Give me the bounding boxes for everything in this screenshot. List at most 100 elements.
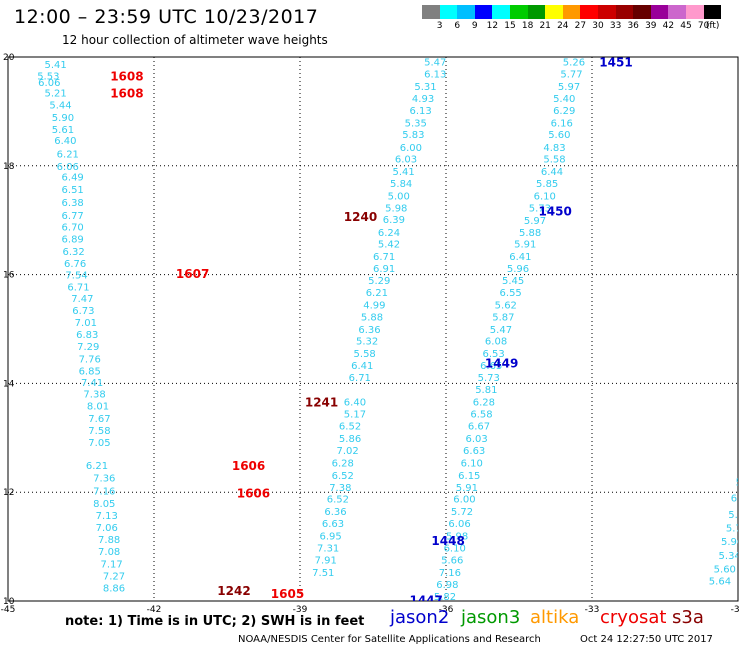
footer-timestamp: Oct 24 12:27:50 UTC 2017 [580,634,713,645]
wave-height-point: 6.85 [79,366,101,377]
wave-height-point: 6.49 [62,173,84,184]
wave-height-point: 7.51 [312,568,334,579]
wave-height-point: 5.97 [558,82,580,93]
color-scale-cell [439,5,458,19]
track-points-group: 5.415.536.065.215.445.905.616.406.216.06… [37,55,740,601]
wave-height-point: 5.97 [524,216,546,227]
wave-height-point: 6.89 [62,235,84,246]
wave-height-point: 6.21 [366,288,388,299]
wave-height-point: 5.87 [492,312,514,323]
color-scale-cell [509,5,528,19]
y-tick-label: 16 [3,271,15,281]
pass-number-label: 1606 [232,459,265,473]
wave-height-point: 6.98 [436,580,458,591]
wave-height-point: 5.77 [560,69,582,80]
color-scale-cell [597,5,616,19]
wave-height-point: 5.44 [49,100,71,111]
page-subtitle: 12 hour collection of altimeter wave hei… [62,33,328,47]
wave-height-point: 6.71 [349,373,371,384]
color-scale-label: 36 [627,21,639,31]
color-scale-label: 27 [574,21,587,31]
wave-height-point: 6.06 [38,78,60,89]
color-scale-cell [580,5,598,19]
page-title: 12:00 – 23:59 UTC 10/23/2017 [14,6,319,28]
wave-height-point: 6.16 [551,118,573,129]
wave-height-point: 5.60 [714,564,736,575]
color-scale-label: 21 [539,21,551,31]
wave-height-point: 5.96 [507,264,529,275]
wave-height-point: 5.42 [378,240,400,251]
color-scale-cell [668,5,686,19]
x-tick-label: -45 [1,605,16,615]
wave-height-point: 7.54 [65,271,87,282]
y-tick-label: 12 [3,488,14,498]
wave-height-point: 6.38 [62,198,84,209]
color-scale-label: 39 [645,21,657,31]
color-scale-label: (ft) [705,21,720,31]
color-scale-label: 18 [521,21,534,31]
wave-height-point: 5.81 [475,385,497,396]
color-scale-label: 70 [697,21,710,31]
wave-height-point: 5.91 [514,240,536,251]
legend-item-cryosat: cryosat [600,607,667,628]
wave-height-point: 8.01 [87,402,109,413]
wave-height-point: 6.41 [351,361,373,372]
color-scale-label: 12 [486,21,499,31]
wave-height-point: 8.05 [93,499,115,510]
pass-number-label: 1451 [599,55,632,69]
x-tick-label: -30 [731,605,740,615]
wave-height-point: 6.00 [453,495,475,506]
wave-height-point: 5.29 [368,276,390,287]
wave-height-point: 6.53 [483,349,505,360]
wave-height-point: 6.06 [448,519,470,530]
wave-height-point: 5.85 [536,179,558,190]
wave-height-point: 6.21 [86,461,108,472]
wave-height-point: 6.40 [54,136,76,147]
pass-number-label: 1607 [176,267,209,281]
pass-number-label: 1241 [305,395,338,409]
wave-height-point: 7.29 [77,342,99,353]
wave-height-point: 5.62 [495,301,517,312]
wave-height-point: 5.78 [726,524,740,535]
wave-height-point: 5.72 [451,507,473,518]
wave-height-point: 6.36 [324,507,346,518]
wave-height-point: 6.15 [458,471,480,482]
wave-height-point: 6.36 [358,325,380,336]
color-scale-cell [492,5,510,19]
wave-height-point: 5.91 [456,483,478,494]
wave-height-point: 6.08 [485,336,507,347]
wave-height-point: 7.36 [93,474,115,485]
wave-height-point: 6.65 [480,361,502,372]
wave-height-point: 7.91 [315,556,337,567]
wave-height-point: 7.05 [88,438,110,449]
color-scale-bar [422,5,722,19]
wave-height-point: 6.06 [57,162,79,173]
wave-height-point: 5.90 [728,510,740,521]
color-scale-label: 42 [662,21,675,31]
x-tick-label: -39 [293,605,308,615]
color-scale-label: 33 [609,21,622,31]
wave-height-point: 6.03 [465,434,487,445]
wave-height-point: 6.10 [534,192,556,203]
color-scale-cell [650,5,669,19]
pass-number-label: 1242 [217,584,250,598]
wave-height-point: 7.17 [100,559,122,570]
wave-height-point: 7.38 [329,483,351,494]
color-scale-cell [562,5,581,19]
wave-height-point: 6.67 [468,421,490,432]
wave-height-point: 4.99 [363,301,385,312]
wave-height-point: 5.41 [45,60,67,71]
wave-height-point: 4.83 [543,143,565,154]
color-scale-cell [703,5,722,19]
color-scale-label: 24 [557,21,569,31]
wave-height-point: 7.31 [317,544,339,555]
color-scale-label: 15 [504,21,516,31]
pass-number-label: 1608 [110,69,143,83]
wave-height-point: 6.44 [541,167,563,178]
x-tick-label: -33 [585,605,600,615]
x-tick-label: -42 [147,605,162,615]
wave-height-point: 6.71 [67,283,89,294]
wave-height-point: 5.34 [719,551,740,562]
legend-item-altika: altika [530,607,580,628]
wave-height-point: 7.38 [83,390,105,401]
